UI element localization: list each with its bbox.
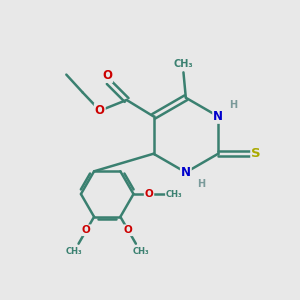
- Text: H: H: [197, 179, 206, 189]
- Text: CH₃: CH₃: [166, 190, 182, 199]
- Text: O: O: [95, 104, 105, 117]
- Text: CH₃: CH₃: [174, 59, 193, 69]
- Text: O: O: [82, 225, 91, 235]
- Text: S: S: [251, 147, 261, 160]
- Text: N: N: [213, 110, 223, 123]
- Text: N: N: [181, 166, 191, 179]
- Text: CH₃: CH₃: [132, 248, 149, 256]
- Text: O: O: [124, 225, 133, 235]
- Text: CH₃: CH₃: [65, 248, 82, 256]
- Text: H: H: [230, 100, 238, 110]
- Text: O: O: [145, 189, 153, 199]
- Text: O: O: [102, 69, 112, 82]
